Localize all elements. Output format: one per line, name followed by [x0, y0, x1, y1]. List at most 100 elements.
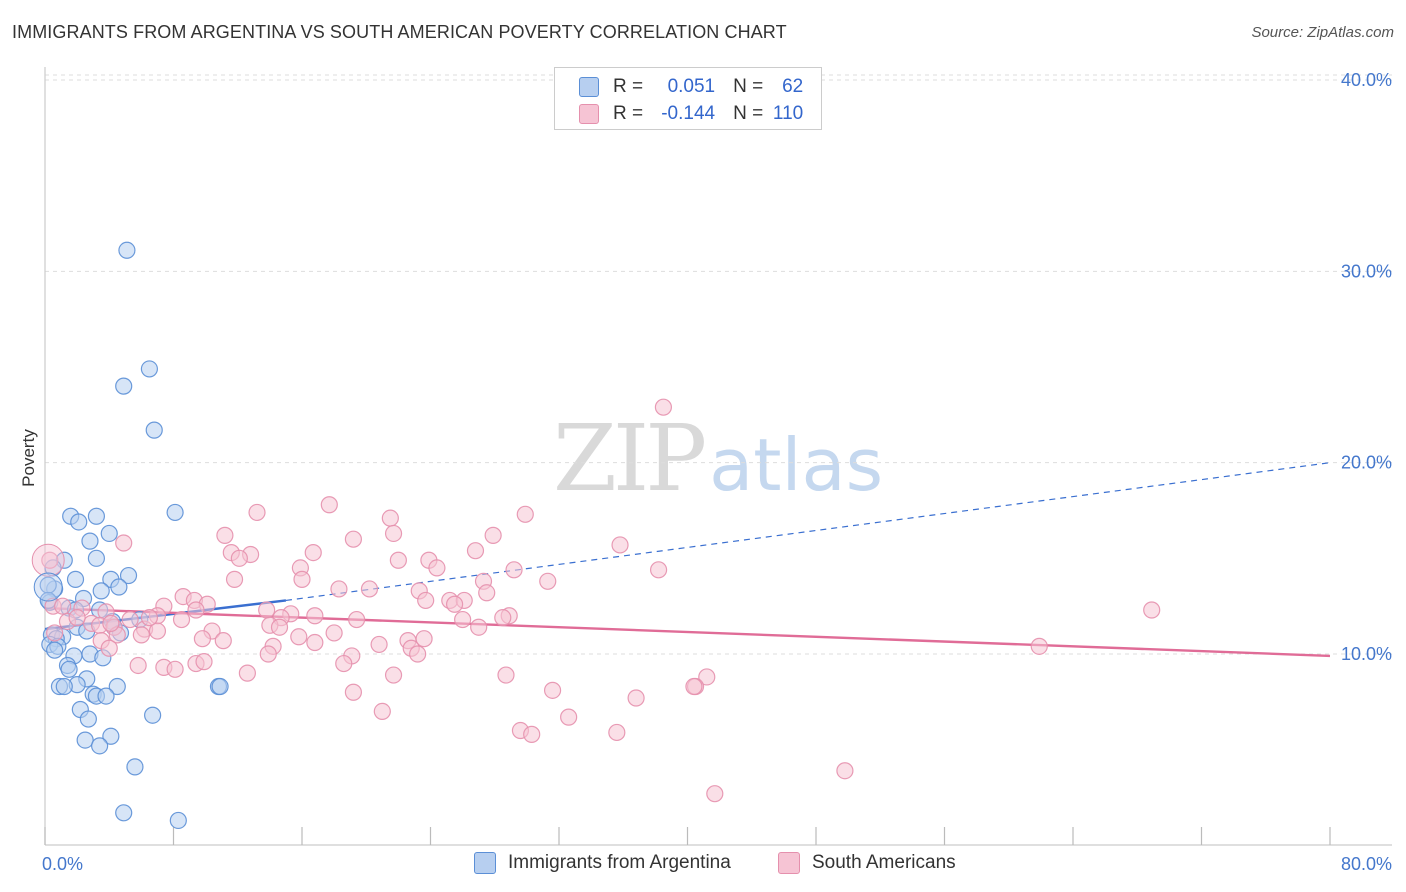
- legend-item-argentina: Immigrants from Argentina: [474, 852, 731, 874]
- argentina-point: [70, 513, 88, 531]
- south-american-point-large: [31, 543, 65, 577]
- south-american-point: [360, 580, 379, 598]
- axis-layer: 10.0% 20.0% 30.0% 40.0% 0.0% 80.0%: [42, 67, 1392, 874]
- south-american-point: [611, 536, 629, 554]
- south-american-point: [494, 609, 512, 627]
- argentina-point: [110, 578, 128, 596]
- south-american-point: [373, 702, 391, 721]
- south-american-point: [259, 645, 277, 663]
- argentina-point: [91, 737, 109, 755]
- south-american-point: [478, 584, 496, 602]
- y-tick-label: 20.0%: [1341, 453, 1392, 473]
- south-american-point: [290, 628, 308, 646]
- south-american-point: [497, 666, 515, 684]
- argentina-point: [166, 503, 184, 522]
- legend-r-value: 0.051: [667, 76, 716, 97]
- argentina-point: [145, 421, 163, 439]
- south-american-point: [325, 624, 343, 642]
- south-american-point: [115, 534, 133, 552]
- legend-item-south-americans: South Americans: [778, 852, 956, 874]
- south-american-point: [344, 683, 362, 701]
- south-american-point: [306, 607, 324, 625]
- south-american-point: [389, 551, 407, 569]
- y-tick-label: 40.0%: [1341, 70, 1392, 90]
- south-american-point: [148, 622, 167, 640]
- argentina-point-large: [33, 572, 63, 602]
- south-american-point: [166, 660, 184, 678]
- y-axis-label: Poverty: [19, 429, 38, 487]
- south-american-point: [172, 610, 191, 629]
- argentina-point: [108, 677, 126, 696]
- south-american-point: [46, 624, 64, 642]
- south-american-point: [384, 524, 403, 543]
- south-american-point: [384, 666, 403, 684]
- y-tick-label: 10.0%: [1341, 644, 1392, 664]
- argentina-point: [126, 758, 144, 776]
- south-american-point: [195, 653, 213, 671]
- south-american-point: [54, 597, 72, 615]
- legend-label-argentina: Immigrants from Argentina: [508, 852, 731, 873]
- south-american-point: [505, 561, 523, 579]
- south-american-point: [68, 609, 86, 627]
- south-american-point: [627, 689, 645, 707]
- south-american-point: [348, 610, 366, 629]
- south-american-point: [193, 630, 212, 648]
- south-americans-trend-line: [44, 606, 1331, 658]
- south-american-point: [381, 509, 399, 527]
- legend-n-value: 62: [782, 76, 804, 97]
- argentina-point: [115, 377, 133, 395]
- argentina-point: [76, 731, 94, 749]
- legend-r-label: R =: [613, 76, 644, 97]
- legend-swatch-blue: [579, 77, 599, 97]
- south-american-point: [649, 561, 668, 579]
- legend-swatch-pink: [579, 104, 599, 124]
- south-american-point: [238, 664, 256, 682]
- south-american-point: [484, 526, 502, 544]
- south-american-point: [654, 398, 673, 416]
- south-american-point: [409, 645, 427, 663]
- chart-title: IMMIGRANTS FROM ARGENTINA VS SOUTH AMERI…: [12, 22, 787, 42]
- south-american-point: [270, 618, 289, 636]
- source-credit: Source: ZipAtlas.com: [1251, 24, 1394, 41]
- legend-row-argentina: R = 0.051 N = 62: [579, 75, 803, 99]
- south-american-point: [140, 609, 159, 627]
- south-american-point: [216, 526, 234, 544]
- south-american-point: [335, 654, 353, 673]
- south-american-point: [306, 633, 324, 652]
- legend-n-label: N =: [733, 103, 764, 124]
- south-american-point: [454, 610, 472, 629]
- argentina-point: [118, 241, 136, 259]
- argentina-point: [66, 570, 85, 588]
- south-american-point: [129, 656, 147, 675]
- south-american-point: [214, 632, 232, 650]
- south-american-point: [685, 677, 703, 696]
- south-american-point: [100, 639, 118, 657]
- south-american-point: [470, 618, 488, 636]
- south-american-point: [836, 762, 854, 780]
- argentina-point: [115, 804, 133, 822]
- south-american-point: [102, 614, 120, 632]
- south-american-point: [539, 572, 557, 590]
- south-american-point: [608, 723, 626, 742]
- south-american-point: [41, 551, 59, 569]
- argentina-point: [102, 727, 120, 745]
- south-american-point: [230, 549, 248, 567]
- south-american-point: [560, 708, 578, 726]
- south-american-point: [428, 559, 446, 577]
- argentina-point: [79, 710, 97, 728]
- south-american-point: [225, 570, 244, 588]
- south-american-point: [523, 725, 541, 743]
- argentina-point: [46, 641, 64, 659]
- argentina-trend-extension: [285, 462, 1331, 602]
- south-american-point: [187, 601, 205, 619]
- x-tick-label-max: 80.0%: [1341, 854, 1392, 874]
- correlation-legend: R = 0.051 N = 62 R = -0.144 N = 110: [554, 67, 822, 130]
- argentina-point: [92, 582, 110, 600]
- south-american-point: [304, 543, 322, 562]
- legend-r-value: -0.144: [661, 103, 716, 124]
- south-american-point: [258, 601, 276, 619]
- legend-r-label: R =: [613, 103, 644, 124]
- south-american-point: [248, 503, 266, 522]
- argentina-point: [60, 660, 78, 678]
